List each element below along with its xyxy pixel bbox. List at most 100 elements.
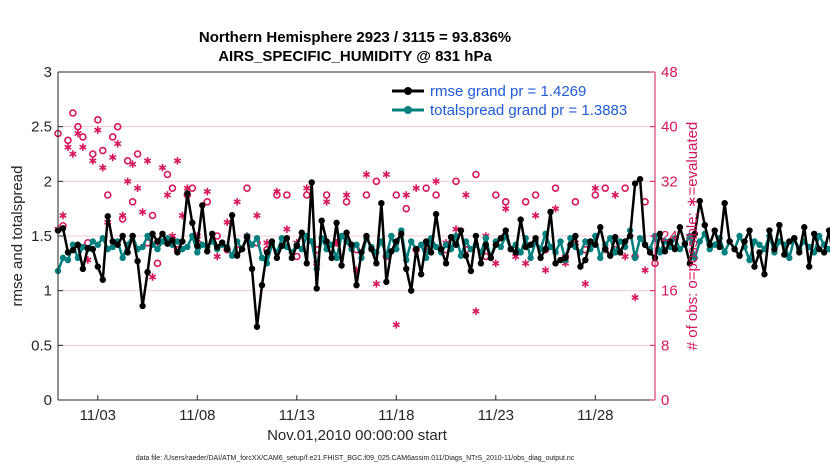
- obs-possible-point-5: [79, 133, 87, 141]
- series-1-point-81: [457, 252, 465, 259]
- series-0-point-30: [204, 248, 211, 255]
- series-0-point-97: [537, 254, 544, 262]
- series-0-point-68: [393, 238, 400, 245]
- series-0-point-86: [482, 241, 490, 248]
- series-0-point-19: [149, 230, 156, 238]
- series-0-point-57: [338, 262, 345, 269]
- series-0-point-99: [547, 208, 554, 216]
- series-0-point-133: [716, 243, 723, 251]
- series-0-point-37: [238, 245, 246, 253]
- tick-label-left-6: 3: [44, 64, 52, 81]
- series-1-point-57: [338, 232, 345, 240]
- series-0-point-125: [676, 224, 684, 231]
- series-0-point-74: [422, 238, 430, 245]
- series-0-point-117: [636, 175, 644, 183]
- series-0-point-104: [572, 232, 579, 240]
- legend-spread-label: totalspread grand pr = 1.3883: [430, 102, 627, 119]
- series-1-point-99: [547, 243, 554, 251]
- obs-possible-point-18: [148, 211, 157, 220]
- series-0-point-111: [607, 252, 614, 259]
- series-0-point-151: [806, 263, 813, 270]
- x-axis-label: Nov.01,2010 00:00:00 start: [267, 427, 448, 444]
- obs-evaluated-point-24: [173, 157, 182, 165]
- legend-spread-marker: [404, 106, 412, 114]
- series-0-point-65: [378, 200, 385, 207]
- series-0-point-103: [567, 241, 574, 248]
- series-0-point-52: [313, 285, 320, 292]
- series-0-point-145: [776, 221, 783, 229]
- series-0-point-148: [791, 234, 798, 242]
- obs-possible-point-68: [621, 184, 629, 192]
- obs-evaluated-point-30: [223, 218, 231, 227]
- obs-evaluated-point-48: [402, 191, 410, 199]
- series-0-point-20: [154, 238, 161, 245]
- tick-label-x-0: 11/03: [80, 407, 116, 424]
- series-0-point-23: [169, 237, 176, 244]
- series-0-point-114: [621, 238, 629, 245]
- obs-evaluated-point-12: [114, 139, 122, 148]
- series-0-point-75: [427, 249, 435, 256]
- tick-label-right-5: 40: [661, 119, 678, 136]
- series-0-point-81: [457, 227, 465, 234]
- series-0-point-33: [218, 239, 226, 246]
- series-1-point-60: [353, 241, 360, 248]
- series-1-point-93: [517, 249, 524, 256]
- obs-evaluated-point-9: [99, 163, 107, 172]
- series-1-point-116: [631, 254, 639, 262]
- legend-rmse-marker: [404, 87, 412, 95]
- series-0-point-16: [134, 257, 141, 265]
- obs-possible-point-8: [94, 116, 102, 124]
- series-0-point-82: [462, 252, 470, 259]
- obs-evaluated-point-16: [133, 184, 142, 192]
- series-0-point-10: [104, 213, 111, 220]
- obs-evaluated-point-38: [303, 184, 311, 192]
- series-0-point-91: [507, 245, 514, 253]
- series-0-point-76: [432, 210, 440, 218]
- series-1-point-89: [497, 243, 504, 251]
- series-0-point-13: [119, 232, 126, 240]
- obs-possible-point-4: [74, 122, 82, 131]
- series-1-point-9: [99, 234, 106, 242]
- obs-evaluated-point-60: [521, 259, 530, 268]
- obs-evaluated-point-17: [138, 208, 147, 216]
- series-0-point-147: [786, 238, 793, 245]
- tick-label-x-3: 11/18: [378, 407, 414, 424]
- series-1-point-153: [815, 232, 823, 240]
- obs-possible-point-49: [432, 191, 440, 199]
- series-0-point-139: [746, 227, 753, 234]
- chart-title-line1: Northern Hemisphere 2923 / 3115 = 93.836…: [199, 29, 511, 46]
- series-0-point-92: [512, 249, 519, 256]
- tick-label-right-6: 48: [661, 64, 678, 81]
- series-0-point-108: [592, 241, 599, 248]
- tick-label-left-1: 0.5: [31, 337, 52, 354]
- obs-possible-point-38: [322, 191, 331, 199]
- series-0-point-34: [223, 245, 231, 253]
- series-0-point-110: [602, 245, 609, 253]
- tick-label-x-4: 11/23: [478, 407, 514, 424]
- series-0-point-106: [582, 256, 589, 264]
- series-0-point-93: [517, 216, 524, 223]
- series-1-point-95: [527, 254, 534, 262]
- obs-evaluated-point-72: [641, 266, 649, 274]
- series-0-point-149: [796, 249, 803, 256]
- obs-evaluated-point-42: [342, 191, 351, 199]
- series-0-point-42: [263, 249, 271, 256]
- series-0-point-4: [74, 241, 82, 248]
- series-0-point-79: [447, 233, 455, 241]
- series-0-point-63: [368, 245, 375, 253]
- obs-evaluated-point-1: [59, 211, 67, 220]
- series-0-point-6: [84, 244, 92, 252]
- series-1-point-111: [607, 234, 614, 242]
- series-0-point-152: [811, 230, 818, 238]
- obs-possible-point-20: [163, 170, 172, 179]
- obs-possible-point-65: [591, 191, 600, 199]
- series-0-point-73: [417, 271, 425, 278]
- y-axis-label-left: rmse and totalspread: [9, 166, 26, 307]
- series-1-point-39: [248, 241, 256, 248]
- series-1-point-5: [79, 243, 87, 251]
- series-0-point-101: [557, 256, 564, 264]
- tick-label-right-3: 24: [661, 228, 678, 245]
- obs-evaluated-point-19: [148, 273, 157, 281]
- series-0-point-32: [214, 243, 221, 251]
